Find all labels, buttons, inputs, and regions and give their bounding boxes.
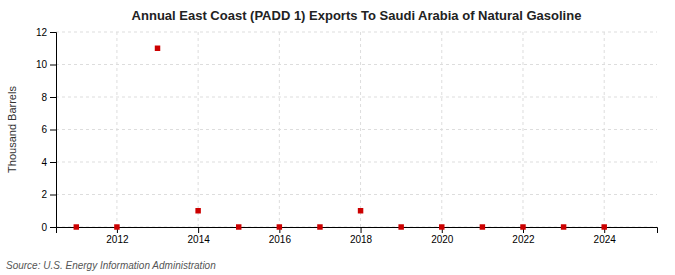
- y-tick-label: 10: [36, 59, 48, 70]
- y-grid-line: [56, 32, 657, 33]
- y-axis-line: [50, 33, 57, 228]
- y-tick: 12: [36, 27, 56, 38]
- point: [195, 208, 200, 213]
- y-tick-label: 12: [36, 27, 48, 38]
- y-tick-label: 6: [41, 124, 47, 135]
- x-tick-label: 2016: [269, 234, 292, 245]
- chart: 2012 2014 2016 2018 2020 2022 2024 0 2 4 6 8 10 12 Ann…: [0, 0, 675, 275]
- y-tick: 2: [41, 189, 56, 200]
- point: [480, 224, 485, 229]
- point: [74, 224, 79, 229]
- x-tick-label: 2018: [350, 234, 373, 245]
- y-grid-line: [56, 97, 657, 98]
- point: [358, 208, 363, 213]
- y-tick-label: 4: [41, 157, 47, 168]
- y-tick-mark: [50, 227, 56, 228]
- y-grid-line: [56, 194, 657, 195]
- y-grid-line: [56, 64, 657, 65]
- point: [398, 224, 403, 229]
- y-tick-label: 8: [41, 92, 47, 103]
- x-tick-label: 2022: [512, 234, 535, 245]
- y-tick-mark: [50, 65, 56, 66]
- y-grid-line: [56, 129, 657, 130]
- y-tick: 6: [41, 124, 56, 135]
- point: [561, 224, 566, 229]
- point: [439, 224, 444, 229]
- plot: 2012 2014 2016 2018 2020 2022 2024 0 2 4 6 8 10 12: [36, 27, 658, 245]
- x-tick-label: 2020: [431, 234, 454, 245]
- y-axis-title: Thousand Barrels: [6, 86, 18, 173]
- y-tick: 10: [36, 59, 56, 70]
- x-tick: 2014: [188, 227, 211, 245]
- y-tick: 8: [41, 92, 56, 103]
- points: [74, 46, 607, 230]
- grid: [56, 32, 657, 227]
- y-grid-line: [56, 162, 657, 163]
- y-tick: 4: [41, 157, 56, 168]
- x-grid-line: [360, 32, 361, 227]
- y-tick-mark: [50, 97, 56, 98]
- y-tick-mark: [50, 130, 56, 131]
- title: Annual East Coast (PADD 1) Exports To Sa…: [132, 8, 582, 23]
- x-tick-mark: [198, 227, 199, 233]
- source: Source: U.S. Energy Information Administ…: [6, 260, 216, 271]
- y-tick: 0: [41, 222, 56, 233]
- x-tick-label: 2014: [188, 234, 211, 245]
- x-tick-mark: [361, 227, 362, 233]
- x-grid-line: [198, 32, 199, 227]
- x-tick-label: 2024: [594, 234, 617, 245]
- x-axis: 2012 2014 2016 2018 2020 2022 2024: [57, 227, 658, 245]
- point: [317, 224, 322, 229]
- y-tick-mark: [50, 162, 56, 163]
- point: [277, 224, 282, 229]
- x-tick: 2018: [350, 227, 373, 245]
- x-tick-label: 2012: [106, 234, 129, 245]
- y-tick-mark: [50, 195, 56, 196]
- point: [155, 46, 160, 51]
- y-tick-label: 2: [41, 189, 47, 200]
- y-axis: 0 2 4 6 8 10 12: [36, 27, 57, 233]
- point: [114, 224, 119, 229]
- point: [520, 224, 525, 229]
- point: [236, 224, 241, 229]
- point: [601, 224, 606, 229]
- x-grid-line: [522, 32, 523, 227]
- y-tick-label: 0: [41, 222, 47, 233]
- y-tick-mark: [50, 32, 56, 33]
- x-axis-line: [57, 228, 658, 234]
